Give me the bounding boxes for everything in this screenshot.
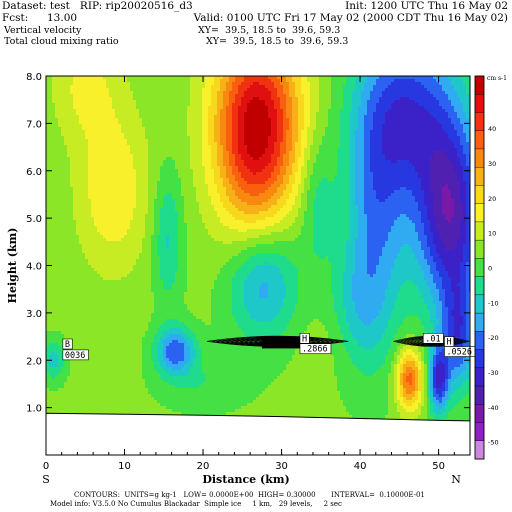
contour-label: H xyxy=(446,338,451,348)
colorbar-tick-label: 0 xyxy=(488,265,492,273)
contours-info: CONTOURS: UNITS=g kg-1 LOW= 0.0000E+00 H… xyxy=(74,491,425,499)
y-tick-label: 7.0 xyxy=(26,119,42,130)
contour-label: 0036 xyxy=(65,351,85,361)
contour-label: .0526 xyxy=(446,348,472,358)
contour-label: .01 xyxy=(425,334,440,344)
colorbar-segment xyxy=(475,94,484,112)
y-tick-label: 3.0 xyxy=(26,309,42,320)
colorbar-segment xyxy=(475,368,484,386)
colorbar-segment xyxy=(475,112,484,130)
terrain-ground xyxy=(46,413,470,455)
colorbar-segment xyxy=(475,441,484,459)
x-axis-label: Distance (km) xyxy=(202,473,289,486)
contour-label: .2866 xyxy=(302,345,328,355)
contour-label: H xyxy=(302,334,307,344)
colorbar-segment xyxy=(475,76,484,94)
colorbar-segment xyxy=(475,131,484,149)
colorbar-tick-label: -30 xyxy=(488,369,499,377)
y-tick-label: 2.0 xyxy=(26,356,42,367)
contour-label: B xyxy=(65,340,70,350)
colorbar-segment xyxy=(475,331,484,349)
colorbar-segment xyxy=(475,204,484,222)
y-tick-label: 4.0 xyxy=(26,262,42,273)
x-tick-label: 20 xyxy=(197,461,210,472)
cloud-core xyxy=(262,338,301,349)
colorbar-tick-label: 30 xyxy=(488,160,496,168)
y-axis-label: Height (km) xyxy=(6,228,19,304)
colorbar-tick-label: 40 xyxy=(488,125,496,133)
colorbar-unit-label: cm s-1 xyxy=(487,75,507,82)
axis-end-south: S xyxy=(42,473,50,486)
colorbar-segment xyxy=(475,222,484,240)
y-tick-label: 1.0 xyxy=(26,404,42,415)
colorbar-segment xyxy=(475,295,484,313)
colorbar-segment xyxy=(475,258,484,276)
colorbar-tick-label: -40 xyxy=(488,404,499,412)
colorbar-segment xyxy=(475,149,484,167)
colorbar-segment xyxy=(475,404,484,422)
colorbar-segment xyxy=(475,277,484,295)
x-tick-label: 30 xyxy=(275,461,288,472)
colorbar-segment xyxy=(475,423,484,441)
colorbar-segment xyxy=(475,167,484,185)
colorbar-segment xyxy=(475,350,484,368)
colorbar-tick-label: 10 xyxy=(488,230,496,238)
model-info: Model info: V3.5.0 No Cumulus Blackadar … xyxy=(50,500,342,508)
x-tick-label: 0 xyxy=(43,461,49,472)
x-tick-label: 10 xyxy=(118,461,131,472)
x-tick-label: 50 xyxy=(432,461,445,472)
colorbar-tick-label: -20 xyxy=(488,334,499,342)
colorbar-segment xyxy=(475,313,484,331)
y-tick-label: 6.0 xyxy=(26,167,42,178)
y-tick-label: 8.0 xyxy=(26,72,42,83)
axis-end-north: N xyxy=(451,473,461,486)
colorbar-segment xyxy=(475,240,484,258)
colorbar-tick-label: -50 xyxy=(488,439,499,447)
colorbar-tick-label: -10 xyxy=(488,299,499,307)
colorbar-tick-label: 20 xyxy=(488,195,496,203)
x-tick-label: 40 xyxy=(354,461,367,472)
y-tick-label: 5.0 xyxy=(26,214,42,225)
colorbar-segment xyxy=(475,185,484,203)
colorbar-segment xyxy=(475,386,484,404)
